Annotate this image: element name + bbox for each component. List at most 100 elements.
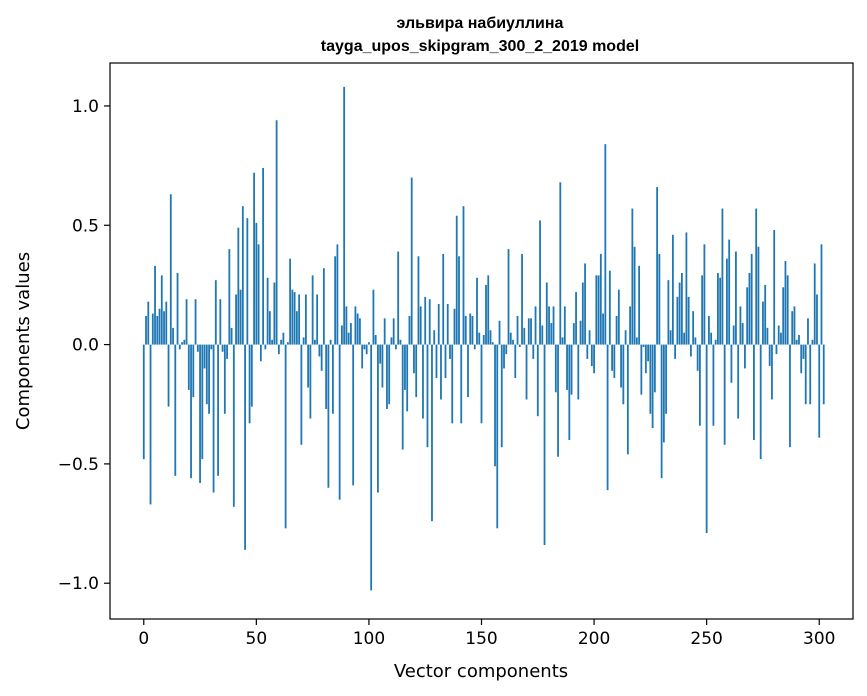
bar-175 [536,344,539,417]
bar-134 [444,344,447,378]
bar-70 [300,344,303,445]
x-tick-label: 50 [246,629,268,649]
bar-113 [397,251,400,345]
bar-143 [464,315,467,345]
bar-63 [284,344,287,529]
bar-52 [259,344,262,362]
bar-99 [365,344,368,355]
bar-96 [359,318,361,345]
bar-302 [822,344,825,405]
bar-128 [431,344,433,522]
bar-76 [313,339,316,345]
bar-155 [491,342,494,345]
bar-214 [624,330,627,345]
bar-221 [640,344,643,395]
bar-216 [629,306,631,345]
bar-288 [791,311,794,345]
bar-26 [201,344,204,460]
bar-231 [662,344,665,443]
bar-213 [622,344,625,405]
bar-166 [516,315,519,345]
bar-194 [579,320,582,345]
bar-271 [753,344,755,441]
bar-284 [782,287,785,345]
bar-206 [606,344,609,491]
bar-97 [361,344,364,369]
bar-277 [766,327,769,345]
bar-126 [426,344,429,448]
bar-71 [302,337,305,345]
bar-279 [771,344,773,400]
bar-280 [773,230,776,345]
bar-90 [345,306,348,345]
y-tick-label: 0.0 [72,336,99,356]
bar-19 [185,299,188,345]
y-tick-label: −0.5 [58,455,99,475]
bar-51 [257,244,260,345]
bar-205 [604,144,607,345]
bar-185 [559,182,562,345]
bar-222 [642,344,645,347]
bar-0 [142,344,145,460]
bar-257 [721,208,724,345]
bar-217 [631,208,634,345]
bar-170 [525,344,528,400]
bar-123 [419,306,422,345]
bar-295 [807,318,809,345]
bar-173 [532,344,535,359]
bar-44 [241,206,244,345]
bar-43 [239,289,242,345]
bar-62 [282,332,285,345]
bar-225 [649,344,652,414]
bar-157 [496,344,499,529]
bar-59 [275,120,278,345]
bar-245 [694,337,697,345]
bar-244 [692,311,695,345]
bar-274 [759,344,762,460]
bar-193 [577,344,580,400]
plot-frame [109,62,854,620]
bar-24 [196,344,199,352]
bar-283 [780,332,782,345]
bar-261 [730,344,733,383]
bar-22 [192,344,195,398]
bar-268 [746,287,749,345]
bar-236 [674,344,677,359]
bar-110 [390,337,393,345]
bar-73 [307,344,310,388]
bar-139 [455,215,458,345]
bar-32 [214,280,217,345]
bar-66 [291,289,294,345]
bar-207 [608,270,611,345]
bar-92 [350,323,352,345]
bar-series [142,86,825,591]
bar-151 [482,335,485,345]
bar-189 [568,344,571,441]
x-tick-label: 300 [803,629,835,649]
bar-188 [566,344,568,390]
bar-81 [325,344,328,410]
bar-301 [820,244,823,345]
bar-79 [320,344,323,371]
bar-227 [653,344,656,393]
bar-56 [268,311,271,345]
bar-85 [334,256,337,345]
bar-169 [523,327,526,345]
bar-1 [145,315,147,345]
bar-15 [176,272,179,345]
bar-23 [194,299,197,345]
bar-291 [798,335,800,345]
bar-287 [789,344,791,448]
bar-210 [615,315,618,345]
y-axis: −1.0 −0.5 0.0 0.5 1.0 [58,97,110,594]
bar-172 [530,318,532,345]
bar-13 [172,327,174,345]
bar-105 [379,344,382,364]
bar-240 [683,332,686,345]
bar-238 [678,282,681,345]
x-axis: 0 50 100 150 200 250 300 [138,619,835,649]
bar-162 [507,249,510,345]
bar-124 [422,344,424,419]
bar-218 [633,246,636,345]
bar-138 [453,308,456,345]
